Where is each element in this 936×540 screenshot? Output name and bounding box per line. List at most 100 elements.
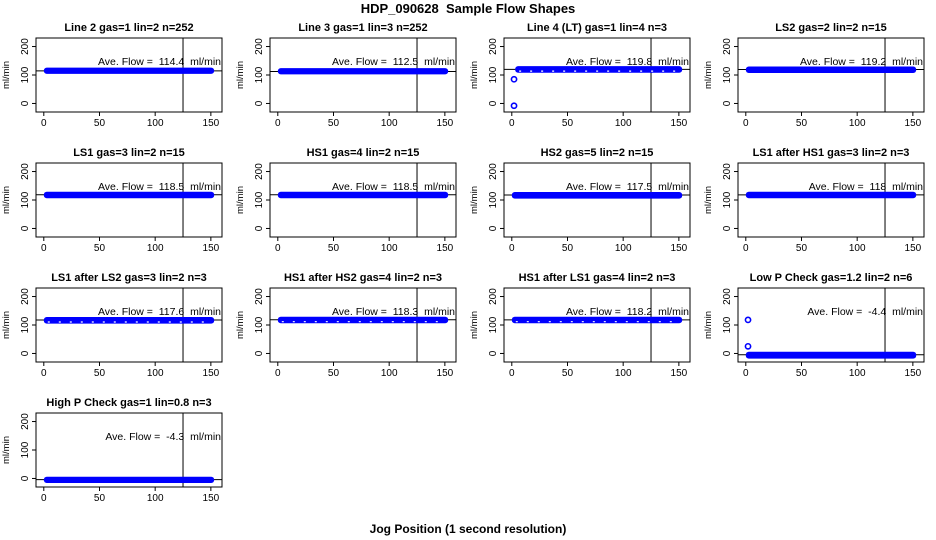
subplot-8: LS1 after HS1 gas=3 lin=2 n=3 ml/min 0 50 10…	[703, 147, 925, 254]
y-axis-label: ml/min	[235, 186, 246, 214]
y-tick-label: 200	[20, 413, 31, 430]
x-tick-label: 50	[562, 243, 574, 254]
y-axis-label: ml/min	[235, 311, 246, 339]
y-tick-label: 100	[20, 191, 31, 208]
y-tick-label: 200	[254, 288, 265, 305]
data-point-band	[745, 66, 917, 74]
y-axis-label: ml/min	[469, 311, 480, 339]
data-point-band	[43, 317, 215, 324]
plot-box	[269, 287, 457, 363]
data-point-band	[43, 476, 215, 484]
subplot-title: LS1 after LS2 gas=3 lin=2 n=3	[51, 272, 207, 284]
x-tick-label: 50	[796, 118, 808, 129]
ave-flow-annotation: Ave. Flow = -4.3 ml/min	[105, 431, 221, 443]
outlier-point	[744, 342, 752, 350]
subplot-2: Line 3 gas=1 lin=3 n=252 ml/min 0 50 100 150 0…	[235, 22, 457, 129]
data-point-band	[277, 68, 449, 75]
plot-box	[269, 162, 457, 238]
plot-box	[737, 37, 925, 113]
x-tick-label: 0	[275, 118, 281, 129]
x-tick-label: 100	[381, 243, 398, 254]
plot-box	[503, 162, 691, 238]
ave-flow-annotation: Ave. Flow = 118.3 ml/min	[332, 306, 455, 318]
y-tick-label: 0	[488, 100, 499, 106]
x-tick-label: 50	[94, 118, 106, 129]
y-axis-label: ml/min	[703, 186, 714, 214]
subplot-title: Low P Check gas=1.2 lin=2 n=6	[750, 272, 913, 284]
y-axis-label: ml/min	[1, 311, 12, 339]
y-tick-label: 100	[254, 316, 265, 333]
ave-flow-annotation: Ave. Flow = 118.5 ml/min	[332, 181, 455, 193]
x-tick-label: 150	[437, 368, 454, 379]
x-tick-label: 150	[437, 118, 454, 129]
y-axis-label: ml/min	[469, 186, 480, 214]
x-tick-label: 150	[905, 243, 922, 254]
plot-box	[269, 37, 457, 113]
x-tick-label: 100	[147, 368, 164, 379]
plot-box	[35, 162, 223, 238]
y-tick-label: 100	[488, 316, 499, 333]
y-tick-label: 0	[722, 350, 733, 356]
data-point-band	[511, 316, 683, 324]
outlier-point	[510, 75, 518, 83]
y-tick-label: 100	[254, 191, 265, 208]
ave-flow-annotation: Ave. Flow = 119.2 ml/min	[800, 56, 923, 68]
x-tick-label: 100	[381, 368, 398, 379]
y-tick-label: 100	[254, 66, 265, 83]
x-tick-label: 100	[615, 118, 632, 129]
y-tick-label: 0	[722, 100, 733, 106]
x-tick-label: 100	[615, 243, 632, 254]
y-tick-label: 100	[722, 66, 733, 83]
subplot-title: HS2 gas=5 lin=2 n=15	[541, 147, 654, 159]
y-tick-label: 0	[488, 350, 499, 356]
x-tick-label: 0	[275, 368, 281, 379]
subplot-12: Low P Check gas=1.2 lin=2 n=6 ml/min 0 50 10…	[703, 272, 925, 379]
subplot-title: High P Check gas=1 lin=0.8 n=3	[46, 397, 211, 409]
plot-box	[503, 287, 691, 363]
data-point-band	[43, 191, 215, 199]
y-tick-label: 100	[488, 191, 499, 208]
data-point-band	[745, 351, 917, 359]
subplot-title: LS2 gas=2 lin=2 n=15	[775, 22, 887, 34]
y-axis-label: ml/min	[703, 61, 714, 89]
y-tick-label: 0	[20, 100, 31, 106]
plot-box	[737, 162, 925, 238]
y-tick-label: 100	[722, 191, 733, 208]
y-tick-label: 0	[254, 100, 265, 106]
x-tick-label: 150	[437, 243, 454, 254]
x-tick-label: 0	[41, 118, 47, 129]
x-tick-label: 0	[41, 243, 47, 254]
x-tick-label: 150	[203, 368, 220, 379]
y-tick-label: 100	[722, 316, 733, 333]
x-tick-label: 50	[328, 118, 340, 129]
subplot-grid: Line 2 gas=1 lin=2 n=252 ml/min 0 50 100 150 0…	[0, 18, 936, 518]
x-tick-label: 100	[849, 368, 866, 379]
x-tick-label: 0	[41, 368, 47, 379]
ave-flow-annotation: Ave. Flow = 118 ml/min	[809, 181, 923, 193]
subplot-title: Line 4 (LT) gas=1 lin=4 n=3	[527, 22, 667, 34]
y-axis-label: ml/min	[703, 311, 714, 339]
subplot-4: LS2 gas=2 lin=2 n=15 ml/min 0 50 100 150 0 100 2…	[703, 22, 925, 129]
y-axis-label: ml/min	[1, 61, 12, 89]
ave-flow-annotation: Ave. Flow = 118.5 ml/min	[98, 181, 221, 193]
ave-flow-annotation: Ave. Flow = 119.8 ml/min	[566, 56, 689, 68]
plot-box	[35, 37, 223, 113]
y-tick-label: 200	[20, 163, 31, 180]
y-tick-label: 200	[722, 163, 733, 180]
x-tick-label: 50	[562, 118, 574, 129]
x-tick-label: 50	[94, 243, 106, 254]
x-tick-label: 0	[743, 368, 749, 379]
y-tick-label: 200	[254, 38, 265, 55]
data-point-band	[745, 191, 917, 199]
y-tick-label: 100	[488, 66, 499, 83]
subplot-title: HS1 after LS1 gas=4 lin=2 n=3	[519, 272, 676, 284]
x-tick-label: 0	[509, 118, 515, 129]
outlier-point	[510, 102, 518, 110]
outlier-point	[744, 316, 752, 324]
subplot-title: LS1 after HS1 gas=3 lin=2 n=3	[753, 147, 910, 159]
subplot-title: HS1 gas=4 lin=2 n=15	[307, 147, 420, 159]
data-point-band	[277, 316, 449, 324]
y-tick-label: 200	[254, 163, 265, 180]
x-tick-label: 150	[671, 243, 688, 254]
y-tick-label: 100	[20, 441, 31, 458]
